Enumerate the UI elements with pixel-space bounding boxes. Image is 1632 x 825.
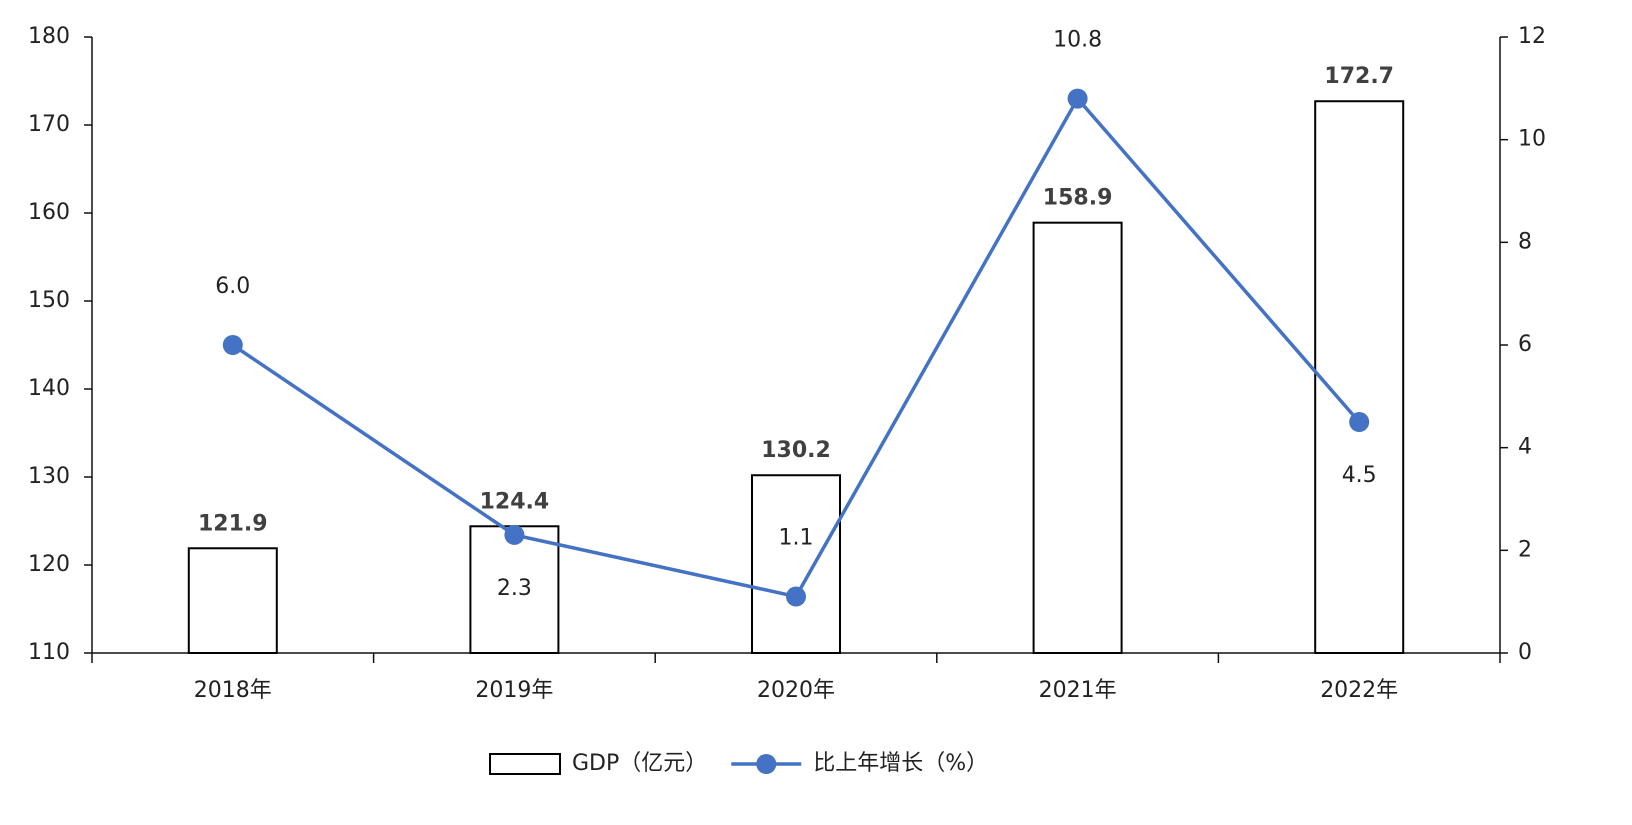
y2-tick-label: 2 xyxy=(1518,537,1532,562)
x-tick-label: 2018年 xyxy=(194,678,272,703)
bar xyxy=(187,547,278,655)
x-tick-label: 2020年 xyxy=(757,678,835,703)
x-tick-label: 2022年 xyxy=(1320,678,1398,703)
line-value-label: 4.5 xyxy=(1342,463,1377,488)
legend-label: 比上年增长（%） xyxy=(813,751,988,776)
y-tick-label: 110 xyxy=(28,640,70,665)
y-tick-label: 140 xyxy=(28,376,70,401)
y2-tick-label: 4 xyxy=(1518,435,1532,460)
bar xyxy=(469,525,560,655)
y-tick-label: 180 xyxy=(28,24,70,49)
line-marker xyxy=(1349,412,1370,432)
y2-tick-label: 0 xyxy=(1518,640,1532,665)
line-value-label: 2.3 xyxy=(497,576,532,601)
bar xyxy=(751,474,841,654)
line-marker xyxy=(1067,88,1088,109)
bar-value-label: 130.2 xyxy=(761,438,831,463)
line-marker xyxy=(504,524,525,545)
y-tick-label: 150 xyxy=(28,288,70,313)
y2-tick-label: 6 xyxy=(1518,332,1532,357)
bar xyxy=(1314,100,1405,655)
line-marker xyxy=(786,586,806,607)
line-value-label: 1.1 xyxy=(779,526,814,551)
bar-value-label: 158.9 xyxy=(1043,186,1113,211)
legend-marker xyxy=(756,754,777,774)
x-tick-label: 2019年 xyxy=(475,678,553,703)
y-tick-label: 170 xyxy=(28,112,70,137)
bar xyxy=(1032,221,1123,654)
y-tick-label: 120 xyxy=(28,552,70,577)
line-value-label: 6.0 xyxy=(215,274,250,299)
line-marker xyxy=(222,335,243,355)
bar-value-label: 172.7 xyxy=(1324,64,1394,89)
y2-tick-label: 10 xyxy=(1518,127,1546,152)
line-value-label: 10.8 xyxy=(1053,28,1102,53)
y2-tick-label: 8 xyxy=(1518,229,1532,254)
x-tick-label: 2021年 xyxy=(1039,678,1117,703)
y-tick-label: 130 xyxy=(28,464,70,489)
legend-swatch xyxy=(489,753,561,775)
y-tick-label: 160 xyxy=(28,200,70,225)
bar-value-label: 121.9 xyxy=(198,511,268,536)
legend-label: GDP（亿元） xyxy=(572,751,707,776)
bar-value-label: 124.4 xyxy=(480,489,550,514)
y2-tick-label: 12 xyxy=(1518,24,1546,49)
